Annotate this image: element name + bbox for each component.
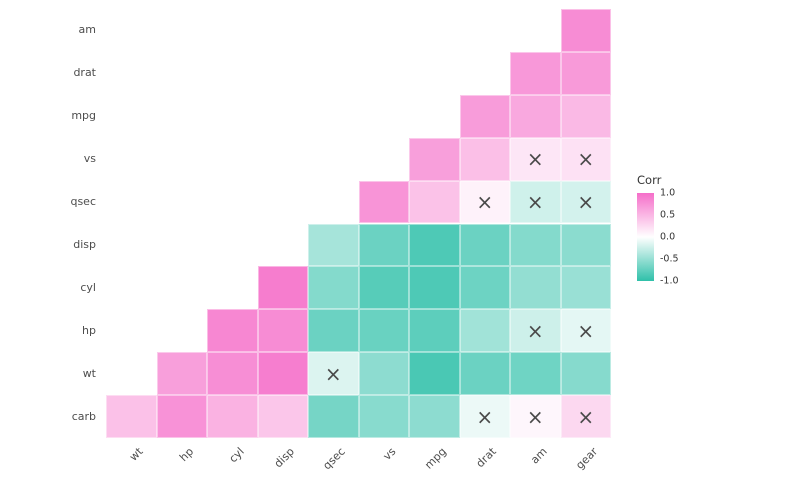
corr-cell-wt-am (510, 352, 561, 396)
corr-cell-wt-hp (156, 352, 207, 396)
corr-cell-vs-gear: × (560, 137, 611, 181)
corr-cell-cyl-disp (257, 266, 308, 310)
legend-tick-1.0: 1.0 (660, 187, 676, 199)
corr-cell-carb-vs (358, 395, 409, 438)
legend-tick-labels: 1.0 0.5 0.0 -0.5 -1.0 (660, 188, 704, 287)
y-axis-label-vs: vs (83, 152, 96, 166)
corr-cell-carb-hp (156, 395, 207, 438)
corr-cell-mpg-gear (560, 94, 611, 138)
corr-cell-cyl-drat (459, 266, 510, 310)
corr-cell-carb-wt (106, 395, 157, 438)
corr-cell-cyl-am (510, 266, 561, 310)
not-significant-cross-icon: × (476, 190, 494, 215)
corr-cell-carb-disp (257, 395, 308, 438)
corr-cell-disp-am (510, 223, 561, 267)
corr-cell-am-gear (560, 9, 611, 52)
corr-cell-disp-mpg (409, 223, 460, 267)
y-axis-label-wt: wt (82, 366, 96, 380)
not-significant-cross-icon: × (476, 404, 494, 429)
corr-cell-hp-mpg (409, 309, 460, 353)
corr-cell-disp-drat (459, 223, 510, 267)
corr-cell-hp-cyl (207, 309, 258, 353)
not-significant-cross-icon: × (526, 404, 544, 429)
corr-cell-hp-gear: × (560, 309, 611, 353)
legend-tick--0.5: -0.5 (660, 253, 679, 265)
corr-cell-cyl-qsec (308, 266, 359, 310)
x-axis-label-am: am (527, 445, 550, 467)
corr-cell-mpg-am (510, 94, 561, 138)
x-axis-label-disp: disp (271, 445, 297, 471)
not-significant-cross-icon: × (577, 318, 595, 343)
corr-cell-qsec-am: × (510, 180, 561, 224)
not-significant-cross-icon: × (324, 361, 342, 386)
corr-cell-cyl-mpg (409, 266, 460, 310)
y-axis-label-mpg: mpg (71, 109, 96, 123)
y-axis-label-qsec: qsec (70, 195, 96, 209)
x-axis-label-vs: vs (380, 445, 398, 463)
y-axis-label-disp: disp (73, 237, 96, 251)
corr-cell-vs-am: × (510, 137, 561, 181)
x-axis-label-hp: hp (176, 445, 196, 465)
corr-cell-carb-am: × (510, 395, 561, 438)
corr-cell-carb-cyl (207, 395, 258, 438)
corr-cell-wt-vs (358, 352, 409, 396)
corr-cell-qsec-mpg (409, 180, 460, 224)
x-axis-label-drat: drat (473, 445, 499, 471)
not-significant-cross-icon: × (526, 318, 544, 343)
y-axis-label-carb: carb (71, 409, 96, 423)
x-axis-label-mpg: mpg (421, 445, 449, 472)
corr-cell-hp-disp (257, 309, 308, 353)
corr-cell-drat-gear (560, 51, 611, 95)
legend-tick-0.5: 0.5 (660, 209, 676, 221)
y-axis-label-cyl: cyl (80, 280, 96, 294)
corr-cell-wt-cyl (207, 352, 258, 396)
y-axis-label-hp: hp (82, 323, 96, 337)
corr-cell-carb-drat: × (459, 395, 510, 438)
corr-cell-carb-mpg (409, 395, 460, 438)
corr-cell-hp-drat (459, 309, 510, 353)
legend-tick-0.0: 0.0 (660, 231, 676, 243)
legend-title: Corr (637, 173, 662, 187)
x-axis-label-cyl: cyl (226, 445, 247, 466)
x-axis-label-qsec: qsec (320, 445, 348, 473)
x-axis-label-gear: gear (573, 445, 600, 472)
corr-cell-carb-gear: × (560, 395, 611, 438)
legend-tick--1.0: -1.0 (660, 275, 679, 287)
not-significant-cross-icon: × (577, 190, 595, 215)
corr-cell-hp-am: × (510, 309, 561, 353)
not-significant-cross-icon: × (526, 147, 544, 172)
corr-cell-hp-qsec (308, 309, 359, 353)
not-significant-cross-icon: × (577, 147, 595, 172)
corr-cell-disp-vs (358, 223, 409, 267)
corr-cell-disp-qsec (308, 223, 359, 267)
y-axis-label-am: am (78, 23, 96, 37)
corr-cell-wt-mpg (409, 352, 460, 396)
corr-cell-cyl-vs (358, 266, 409, 310)
corr-cell-wt-disp (257, 352, 308, 396)
corr-cell-qsec-drat: × (459, 180, 510, 224)
legend-colorbar (637, 193, 654, 281)
corr-cell-qsec-vs (358, 180, 409, 224)
y-axis-label-drat: drat (73, 66, 96, 80)
corr-cell-vs-drat (459, 137, 510, 181)
corr-cell-wt-gear (560, 352, 611, 396)
corr-cell-wt-drat (459, 352, 510, 396)
legend: Corr 1.0 0.5 0.0 -0.5 -1.0 (637, 173, 707, 293)
corr-cell-mpg-drat (459, 94, 510, 138)
corr-cell-hp-vs (358, 309, 409, 353)
x-axis-label-wt: wt (126, 445, 146, 464)
corr-cell-wt-qsec: × (308, 352, 359, 396)
corr-cell-qsec-gear: × (560, 180, 611, 224)
corr-cell-vs-mpg (409, 137, 460, 181)
corr-cell-drat-am (510, 51, 561, 95)
corr-cell-carb-qsec (308, 395, 359, 438)
corr-cell-cyl-gear (560, 266, 611, 310)
not-significant-cross-icon: × (577, 404, 595, 429)
plot-panel: × × × × × × × × × × × (106, 9, 611, 438)
not-significant-cross-icon: × (526, 190, 544, 215)
corr-cell-disp-gear (560, 223, 611, 267)
